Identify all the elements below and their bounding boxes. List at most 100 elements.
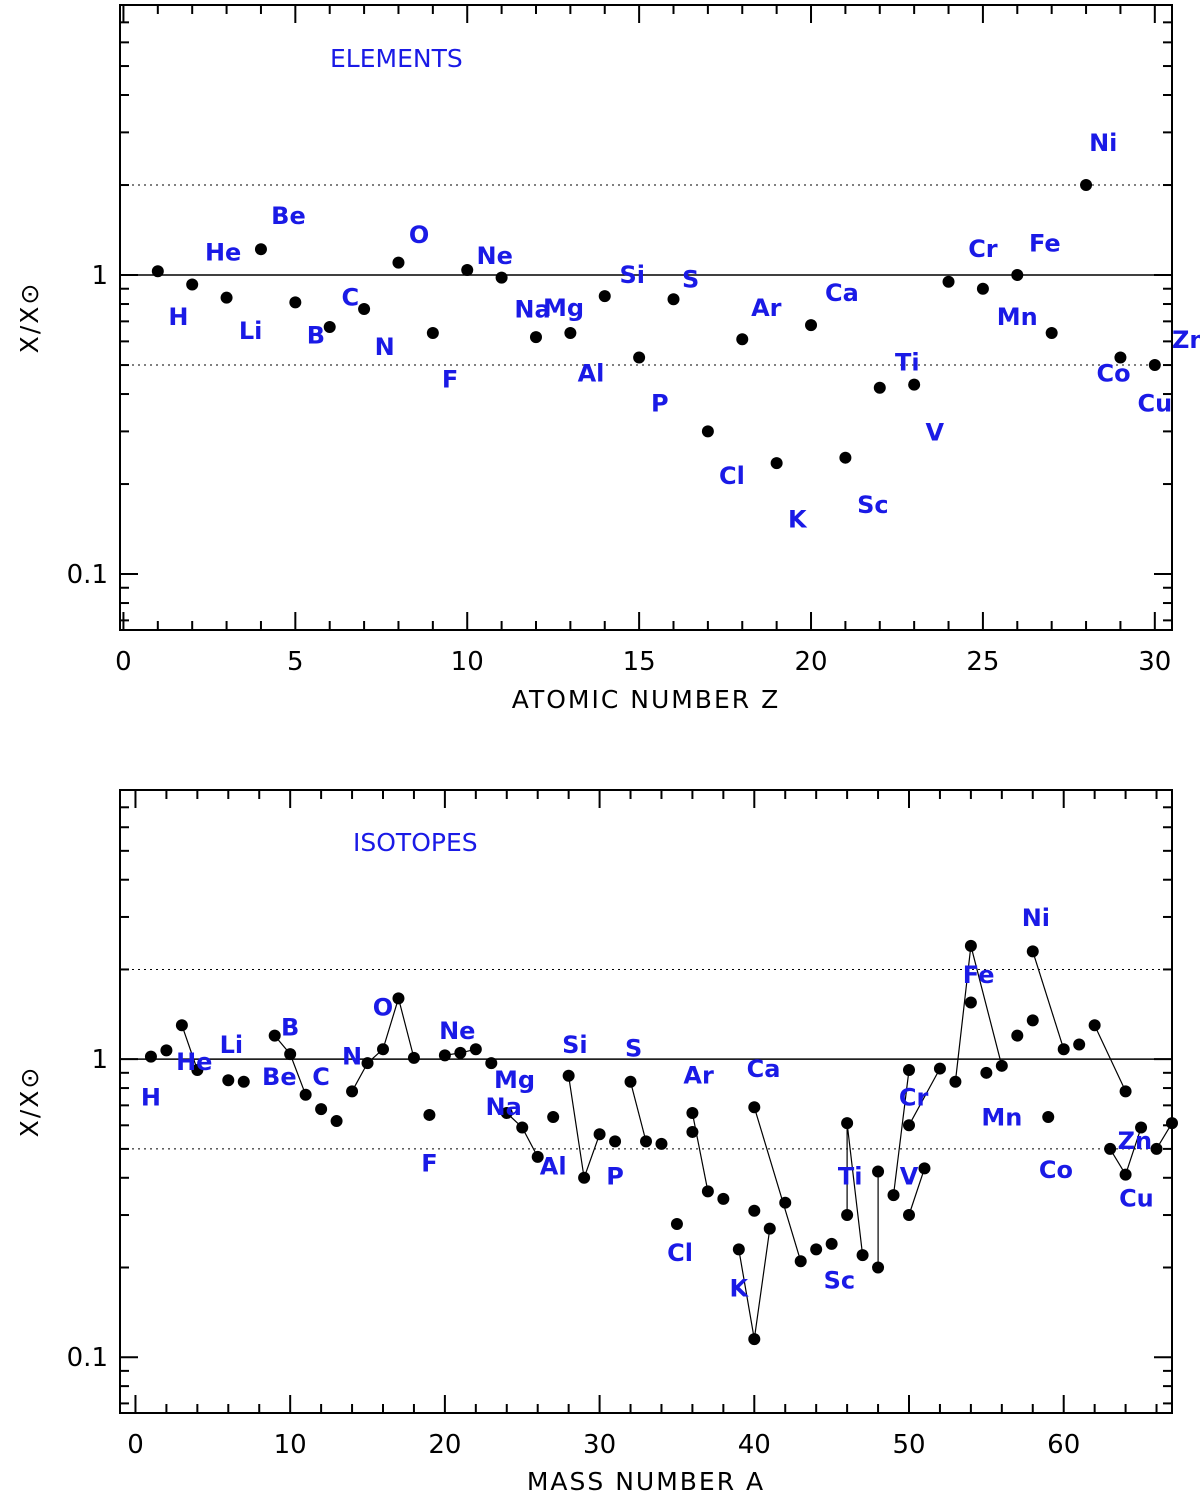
data-point <box>191 1063 204 1076</box>
data-point <box>1119 1168 1132 1181</box>
connector-line <box>568 1075 601 1179</box>
data-point <box>151 265 164 278</box>
data-point <box>485 1057 498 1070</box>
data-point <box>701 425 714 438</box>
element-label: Zn <box>1118 1127 1153 1155</box>
connector-line <box>892 1069 910 1196</box>
element-label: Cl <box>667 1239 693 1267</box>
data-point <box>918 1162 931 1175</box>
data-point <box>1166 1117 1178 1130</box>
element-label: Zn <box>1172 326 1200 354</box>
x-tick-label: 15 <box>623 647 656 677</box>
data-point <box>964 996 977 1009</box>
data-point <box>667 293 680 306</box>
data-point <box>976 282 989 295</box>
plot-frame <box>119 789 1173 1414</box>
data-point <box>1011 1029 1024 1042</box>
data-point <box>144 1050 157 1063</box>
data-point <box>805 319 818 332</box>
element-label: Si <box>562 1031 588 1059</box>
data-point <box>1045 326 1058 339</box>
element-label: Fe <box>963 961 995 989</box>
element-label: O <box>409 221 429 249</box>
data-point <box>254 243 267 256</box>
element-label: Si <box>619 261 645 289</box>
element-label: K <box>788 506 808 534</box>
data-point <box>578 1171 591 1184</box>
data-point <box>186 278 199 291</box>
data-point <box>763 1222 776 1235</box>
data-point <box>323 321 336 334</box>
data-point <box>686 1106 699 1119</box>
element-label: Ni <box>1089 129 1117 157</box>
data-point <box>407 1051 420 1064</box>
data-point <box>1150 1142 1163 1155</box>
x-axis-title: ATOMIC NUMBER Z <box>512 685 780 714</box>
data-point <box>873 381 886 394</box>
data-point <box>856 1249 869 1262</box>
data-point <box>529 331 542 344</box>
data-point <box>633 351 646 364</box>
data-point <box>903 1063 915 1076</box>
element-label: Cl <box>719 462 745 490</box>
x-tick-label: 20 <box>794 647 827 677</box>
data-point <box>872 1261 885 1274</box>
element-label: Fe <box>1029 229 1061 257</box>
x-tick-label: 10 <box>451 647 484 677</box>
element-label: Cu <box>1137 389 1172 417</box>
elements-panel: 0 5 10 15 20 25 30 0.1 1 ATOMIC NUMBER Z X/X⊙ ELEME… <box>15 4 1200 714</box>
y-tick-label: 0.1 <box>67 1343 108 1373</box>
data-point <box>222 1074 235 1087</box>
element-label: B <box>281 1014 299 1042</box>
element-label: C <box>312 1063 330 1091</box>
data-point <box>1073 1038 1086 1051</box>
element-label: Cr <box>968 235 998 263</box>
data-point <box>770 457 783 470</box>
element-label: Al <box>578 360 605 388</box>
data-point <box>732 1243 745 1256</box>
data-point <box>426 326 439 339</box>
data-point <box>1148 359 1161 372</box>
x-tick-label: 0 <box>115 647 132 677</box>
data-point <box>547 1110 560 1123</box>
data-point <box>841 1117 854 1130</box>
data-point <box>461 263 474 276</box>
element-label: Na <box>514 296 550 324</box>
element-label: Cr <box>899 1083 929 1111</box>
data-point <box>964 939 977 952</box>
element-label: Al <box>540 1153 567 1181</box>
data-point <box>361 1057 374 1070</box>
data-point <box>736 333 749 346</box>
element-label: Mn <box>997 303 1038 331</box>
data-point <box>640 1135 652 1148</box>
element-label: Na <box>486 1093 522 1121</box>
element-label: Mg <box>494 1066 535 1094</box>
data-point <box>289 296 302 309</box>
y-axis-title: X/X⊙ <box>15 282 44 354</box>
data-point <box>810 1243 823 1256</box>
isotopes-panel: 0 10 20 30 40 50 60 0.1 1 MASS NUMBER A X/X⊙ ISOTOP… <box>15 789 1178 1496</box>
data-point <box>268 1029 281 1042</box>
element-label: B <box>307 322 325 350</box>
connector-line <box>1125 1127 1142 1175</box>
element-label: He <box>205 238 241 266</box>
element-label: Sc <box>857 491 889 519</box>
element-label: Cu <box>1119 1185 1154 1213</box>
x-tick-label: 5 <box>287 647 304 677</box>
element-label: F <box>442 366 458 394</box>
x-tick-label: 60 <box>1047 1430 1080 1460</box>
data-point <box>825 1237 838 1250</box>
data-point <box>794 1255 807 1268</box>
y-tick-label: 1 <box>91 261 108 291</box>
data-point <box>841 1209 854 1222</box>
data-point <box>315 1103 328 1116</box>
element-label: Co <box>1097 360 1131 388</box>
element-label: Ar <box>751 294 782 322</box>
plot-frame <box>119 4 1173 631</box>
y-tick-label: 0.1 <box>67 560 108 590</box>
connector-line <box>753 1107 802 1262</box>
data-point <box>701 1185 714 1198</box>
data-point <box>942 275 955 288</box>
data-point <box>392 992 405 1005</box>
